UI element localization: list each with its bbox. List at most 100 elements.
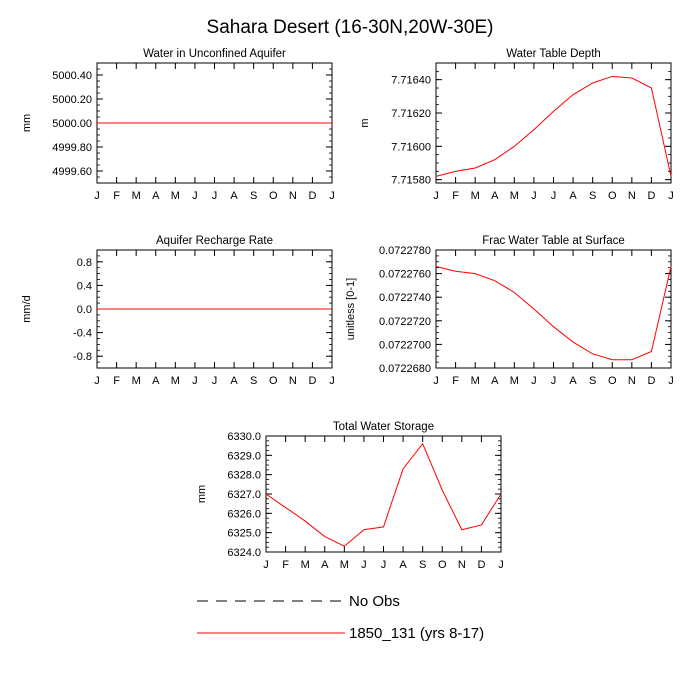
x-tick-label: J [498, 559, 504, 571]
x-tick-label: M [171, 190, 180, 202]
x-tick-label: F [113, 190, 120, 202]
y-tick-label: 0.4 [77, 280, 92, 292]
x-tick-label: J [361, 559, 367, 571]
x-tick-label: D [308, 190, 316, 202]
x-tick-label: O [269, 190, 278, 202]
y-tick-label: 0.0722740 [379, 292, 431, 304]
x-tick-label: J [668, 190, 674, 202]
x-tick-label: A [321, 559, 329, 571]
x-tick-label: N [458, 559, 466, 571]
x-tick-label: S [589, 190, 596, 202]
x-tick-label: J [263, 559, 269, 571]
x-tick-label: A [152, 375, 160, 387]
x-tick-label: D [308, 375, 316, 387]
x-tick-label: A [569, 375, 577, 387]
y-tick-label: 7.71600 [391, 141, 431, 153]
x-tick-label: S [250, 190, 257, 202]
y-tick-label: 6327.0 [227, 489, 261, 501]
x-tick-label: S [250, 375, 257, 387]
x-tick-label: J [329, 190, 335, 202]
y-axis-label: unitless [0-1] [345, 278, 357, 340]
y-tick-label: 5000.00 [52, 118, 92, 130]
y-tick-label: 5000.20 [52, 94, 92, 106]
y-tick-label: 0.0722720 [379, 316, 431, 328]
x-tick-label: O [269, 375, 278, 387]
x-tick-label: M [340, 559, 349, 571]
x-tick-label: J [192, 190, 198, 202]
y-tick-label: 6329.0 [227, 450, 261, 462]
y-tick-label: 5000.40 [52, 70, 92, 82]
y-tick-label: 0.0722760 [379, 269, 431, 281]
x-tick-label: D [647, 190, 655, 202]
y-tick-label: 0.0 [77, 304, 92, 316]
x-tick-label: J [212, 375, 218, 387]
x-tick-label: M [132, 375, 141, 387]
x-tick-label: D [647, 375, 655, 387]
y-axis-label: mm [21, 114, 33, 132]
panel-title: Aquifer Recharge Rate [156, 235, 273, 247]
x-tick-label: J [551, 190, 557, 202]
x-tick-label: N [628, 375, 636, 387]
y-tick-label: 7.71620 [391, 108, 431, 120]
x-tick-label: N [628, 190, 636, 202]
panel-title: Frac Water Table at Surface [482, 235, 625, 247]
y-tick-label: 6326.0 [227, 508, 261, 520]
x-tick-label: J [668, 375, 674, 387]
x-tick-label: A [230, 190, 238, 202]
x-tick-label: N [289, 190, 297, 202]
y-tick-label: -0.4 [73, 328, 92, 340]
chart-panel: Frac Water Table at Surface unitless [0-1… [345, 235, 674, 387]
x-tick-label: M [471, 190, 480, 202]
x-tick-label: M [471, 375, 480, 387]
x-tick-label: J [381, 559, 387, 571]
panel-title: Water Table Depth [506, 48, 601, 60]
figure-title: Sahara Desert (16-30N,20W-30E) [207, 17, 494, 38]
panel-title: Water in Unconfined Aquifer [143, 48, 286, 60]
x-tick-label: S [419, 559, 426, 571]
plot-frame [435, 62, 672, 184]
x-tick-label: O [608, 190, 617, 202]
plot-frame [435, 249, 672, 369]
y-tick-label: 0.0722780 [379, 245, 431, 257]
x-tick-label: A [399, 559, 407, 571]
x-tick-label: M [171, 375, 180, 387]
y-tick-label: 6325.0 [227, 528, 261, 540]
series-line [435, 266, 672, 361]
x-tick-label: F [452, 375, 459, 387]
x-tick-label: J [551, 375, 557, 387]
y-tick-label: 6328.0 [227, 470, 261, 482]
x-tick-label: D [477, 559, 485, 571]
y-tick-label: 0.8 [77, 257, 92, 269]
y-tick-label: 7.71580 [391, 175, 431, 187]
x-tick-label: J [329, 375, 335, 387]
x-tick-label: F [452, 190, 459, 202]
x-tick-label: J [433, 375, 439, 387]
y-tick-label: 0.0722700 [379, 339, 431, 351]
y-tick-label: 6324.0 [227, 547, 261, 559]
x-tick-label: A [152, 190, 160, 202]
y-tick-label: 4999.80 [52, 142, 92, 154]
legend: No Obs 1850_131 (yrs 8-17) [197, 593, 484, 642]
y-axis-label: mm [196, 485, 208, 503]
x-tick-label: J [192, 375, 198, 387]
x-tick-label: J [94, 375, 100, 387]
x-tick-label: F [113, 375, 120, 387]
x-tick-label: A [230, 375, 238, 387]
series-line [265, 442, 502, 547]
x-tick-label: M [301, 559, 310, 571]
x-tick-label: O [608, 375, 617, 387]
x-tick-label: N [289, 375, 297, 387]
x-tick-label: J [212, 190, 218, 202]
y-axis-label: mm/d [21, 295, 33, 323]
y-tick-label: 4999.60 [52, 166, 92, 178]
x-tick-label: A [569, 190, 577, 202]
x-tick-label: A [491, 190, 499, 202]
x-tick-label: J [531, 190, 537, 202]
x-tick-label: F [282, 559, 289, 571]
x-tick-label: A [491, 375, 499, 387]
